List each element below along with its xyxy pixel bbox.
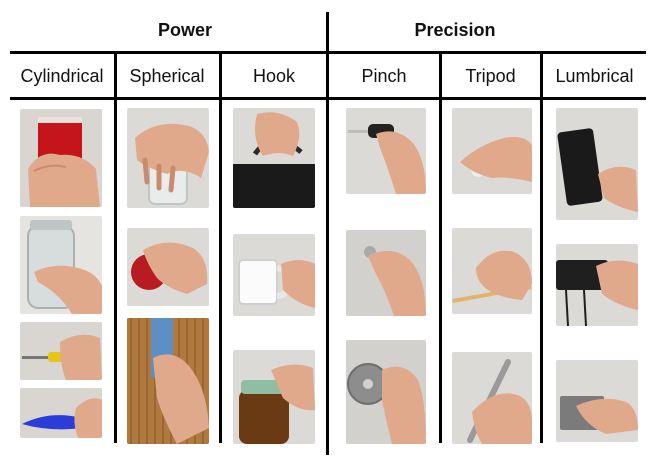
precision-group-title: Precision	[414, 20, 496, 40]
photo-lumbrical-plate	[556, 360, 638, 442]
column-divider-2	[219, 51, 222, 443]
photo-spherical-ball	[127, 228, 209, 306]
column-title-lumbrical: Lumbrical	[555, 66, 634, 86]
photo-hook-jar	[233, 350, 315, 444]
photo-hook-mug	[233, 234, 315, 316]
photo-hook-bag	[233, 108, 315, 208]
column-title-hook: Hook	[252, 66, 296, 86]
column-rule	[10, 97, 646, 100]
column-title-tripod: Tripod	[465, 66, 516, 86]
header-rule	[10, 51, 646, 54]
photo-cylindrical-cup	[20, 109, 102, 207]
photo-pinch-coin	[346, 230, 426, 316]
photo-spherical-doorknob	[127, 318, 209, 444]
photo-cylindrical-jar	[20, 216, 102, 314]
photo-tripod-ball	[452, 108, 532, 194]
power-group-title: Power	[157, 20, 213, 40]
column-divider-5	[540, 51, 543, 443]
photo-tripod-pencil	[452, 228, 532, 314]
column-title-pinch: Pinch	[361, 66, 407, 86]
photo-tripod-pen	[452, 352, 532, 444]
column-title-spherical: Spherical	[129, 66, 205, 86]
photo-lumbrical-box	[556, 244, 638, 326]
photo-spherical-glass	[127, 108, 209, 208]
photo-lumbrical-tablet	[556, 108, 638, 220]
column-divider-4	[439, 51, 442, 443]
photo-cylindrical-knife	[20, 388, 102, 438]
column-divider-1	[114, 51, 117, 443]
photo-pinch-cd	[346, 340, 426, 444]
photo-pinch-key	[346, 108, 426, 194]
column-title-cylindrical: Cylindrical	[20, 66, 104, 86]
group-divider	[326, 12, 329, 455]
photo-cylindrical-screwdriver	[20, 322, 102, 380]
